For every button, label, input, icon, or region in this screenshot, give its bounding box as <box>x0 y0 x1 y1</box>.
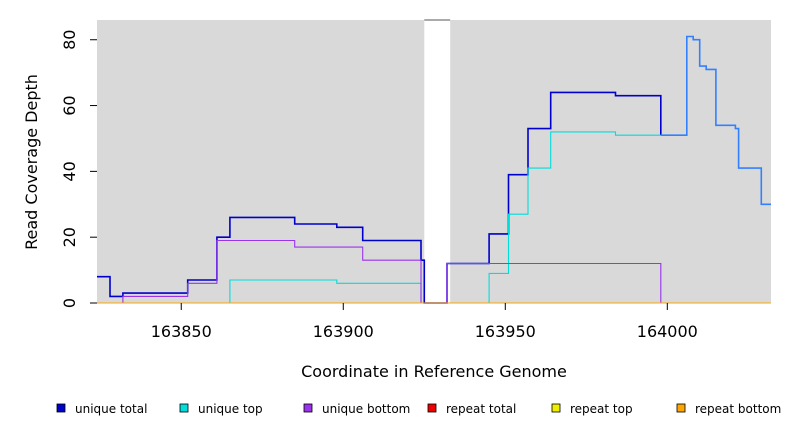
legend-swatch <box>427 403 437 413</box>
plot-background <box>97 19 771 303</box>
series-unique-top <box>97 131 661 304</box>
x-tick-label: 164000 <box>637 322 698 341</box>
legend-label: repeat top <box>570 402 633 416</box>
x-axis-title: Coordinate in Reference Genome <box>301 362 567 381</box>
legend-swatch <box>676 403 686 413</box>
legend-label: repeat total <box>446 402 516 416</box>
plot-panel-right <box>450 20 771 303</box>
x-tick-label: 163900 <box>313 322 374 341</box>
legend-label: unique total <box>75 402 147 416</box>
legend-swatch <box>303 403 313 413</box>
x-tick-label: 163850 <box>151 322 212 341</box>
series-unique-bottom <box>110 239 771 304</box>
series-layer <box>97 35 771 304</box>
legend-swatch <box>179 403 189 413</box>
legend: unique total unique top unique bottom repea… <box>56 402 781 416</box>
y-tick-label: 20 <box>60 227 79 247</box>
x-tick-label: 163950 <box>475 322 536 341</box>
legend-label: unique bottom <box>322 402 410 416</box>
y-axis-title: Read Coverage Depth <box>22 74 41 250</box>
legend-swatch <box>56 403 66 413</box>
y-tick-label: 80 <box>60 30 79 50</box>
legend-label: repeat bottom <box>695 402 781 416</box>
y-tick-label: 60 <box>60 95 79 115</box>
plot-panel-left <box>97 20 425 303</box>
legend-label: unique top <box>198 402 263 416</box>
y-tick-label: 0 <box>60 298 79 308</box>
y-tick-label: 40 <box>60 161 79 181</box>
axes-layer: 0 20 40 60 80 163850 163900 163950 164000 <box>60 30 698 341</box>
legend-swatch <box>551 403 561 413</box>
series-continuation <box>660 35 771 206</box>
